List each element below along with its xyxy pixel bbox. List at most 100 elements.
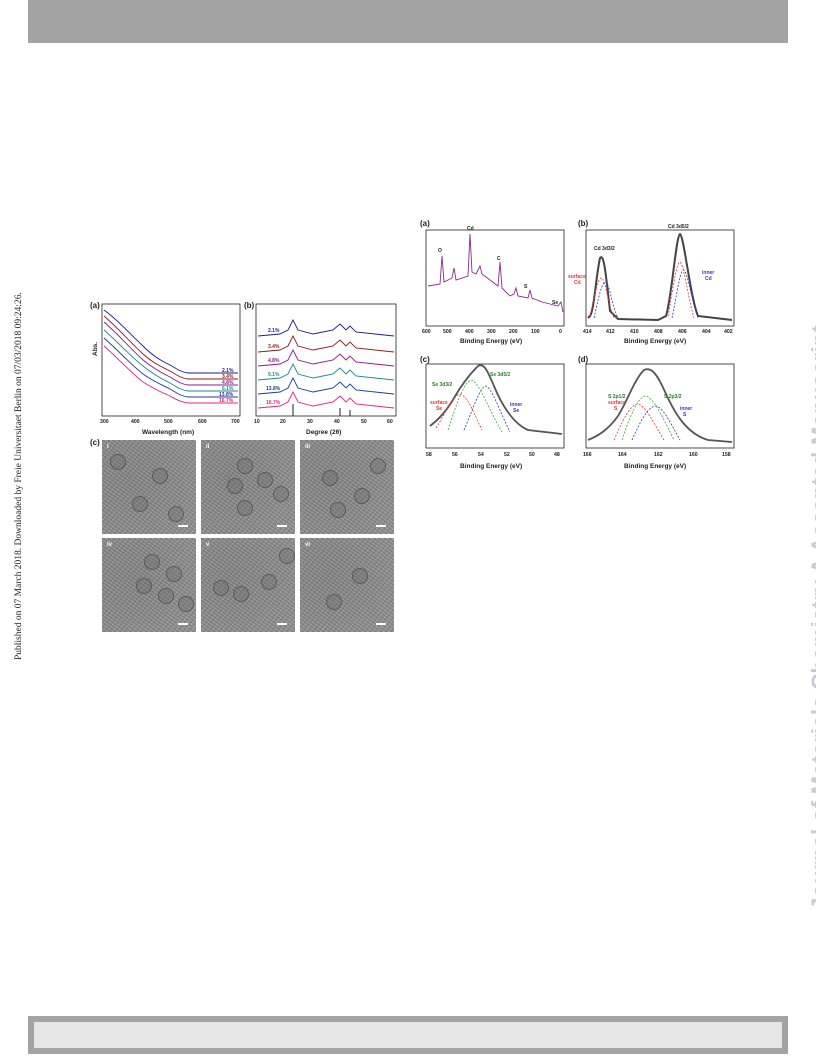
publication-notice: Published on 07 March 2018. Downloaded b… [14,292,24,660]
uv-curve-4 [103,329,238,392]
xps-a-peak-s: S [524,284,528,290]
uv-label-6: 16.7% [219,398,234,404]
xrd-curve-2 [257,334,395,353]
tem-image-grid: i ii iii iv v vi [102,440,394,632]
panel-b-xtick-4: 40 [334,419,340,425]
xps-b-xtick-5: 406 [678,329,687,335]
panel-c-label-wrap: (c) [88,436,104,448]
uv-curve-2 [103,315,238,380]
xps-b-xtick-3: 410 [630,329,639,335]
xps-b-xtick-4: 408 [654,329,663,335]
tem-image-v: v [201,538,295,632]
xps-a-xtick-1: 600 [422,329,431,335]
xrd-label-5: 13.8% [266,386,281,392]
xps-d-envelope [587,368,733,443]
xps-a-peak-se: Se [552,300,558,306]
xps-a-xtick-6: 100 [531,329,540,335]
xps-c-annot-inner-se: Se [513,408,519,414]
panel-b-xtick-3: 30 [307,419,313,425]
xps-d-xtick-2: 164 [618,452,627,458]
xps-d-xlabel: Binding Energy (eV) [624,463,686,470]
xps-b-annot-surface: surface [568,274,586,280]
panel-b-label: (b) [244,301,255,310]
xps-b-annot-inner: inner [702,270,714,276]
xps-b-xtick-1: 414 [583,329,592,335]
xps-c-annot-surface-se: Se [436,406,442,412]
header-bar [28,0,788,43]
xps-a-peak-cd: Cd [467,226,474,232]
xps-c-surface-fit [435,393,483,431]
xrd-label-4: 9.1% [268,372,280,378]
footer-bar [28,1016,788,1054]
xps-c-peak-2: Se 3d5/2 [490,372,511,378]
xrd-label-6: 16.7% [266,400,281,406]
xrd-curve-5 [257,376,395,395]
xps-c-annot-surface: surface [430,400,448,406]
xps-c-xlabel: Binding Energy (eV) [460,463,522,470]
xps-a-label: (a) [420,219,430,228]
panel-b-xlabel: Degree (2θ) [306,429,341,436]
xps-d-xtick-5: 158 [722,452,731,458]
xps-c-xtick-1: 58 [426,452,432,458]
tem-image-iv: iv [102,538,196,632]
xps-b-xtick-6: 404 [702,329,711,335]
uv-curve-6 [103,345,238,404]
xps-b-frame [585,229,735,327]
xps-c-xtick-3: 54 [478,452,484,458]
xps-a-xtick-7: 0 [559,329,562,335]
xps-b-xtick-2: 412 [606,329,615,335]
panel-b-xtick-2: 20 [280,419,286,425]
xrd-label-2: 3.4% [268,344,280,350]
uv-label-2: 3.4% [222,374,234,380]
xrd-curve-4 [257,362,395,381]
tem-label-iii: iii [305,444,311,450]
xps-a-peak-c: C [497,256,501,262]
xrd-label-3: 4.8% [268,358,280,364]
tem-label-v: v [206,542,210,548]
xps-b-label: (b) [578,219,589,228]
xps-d-annot-surface: surface [608,400,626,406]
uv-label-4: 6.1% [222,386,234,392]
xps-b-peak-1: Cd 3d3/2 [594,246,615,252]
xps-d-frame [585,363,735,449]
panel-a-frame [101,303,241,417]
xps-c-xtick-4: 52 [504,452,510,458]
xps-a-frame [425,229,565,327]
uv-curve-1 [103,309,238,374]
panel-a-ylabel: Abs. [92,342,99,356]
xps-c-inner-fit [463,385,511,433]
xps-b-annot-surface-cd: Cd [574,280,581,286]
xrd-curves [257,318,395,409]
xps-c-xtick-5: 50 [529,452,535,458]
panel-b-xtick-6: 60 [387,419,393,425]
uv-label-1: 2.1% [222,368,234,374]
xps-b-inner-fit-1 [593,281,619,319]
uv-curve-5 [103,337,238,398]
panel-a-xtick-4: 600 [198,419,207,425]
xps-b-annot-inner-cd: Cd [705,276,712,282]
uv-curve-3 [103,321,238,386]
tem-image-iii: iii [300,440,394,534]
tem-label-ii: ii [206,444,210,450]
xps-c-annot-inner: inner [510,402,522,408]
xps-d-label: (d) [578,355,589,364]
journal-watermark: Journal of Materials Chemistry A Accepte… [807,324,816,910]
panel-a-xtick-3: 500 [164,419,173,425]
panel-a-xtick-5: 700 [231,419,240,425]
xps-c-frame [425,363,565,449]
xps-a-survey-curve [427,233,564,313]
left-figure-plots: (a) Abs. 2.1% 3.4% 4.8% 6.1% 13.8% 16.7%… [88,298,404,438]
xps-a-xtick-5: 200 [509,329,518,335]
panel-b-frame [255,303,397,417]
panel-a-xtick-2: 400 [131,419,140,425]
xps-d-annot-inner-s: S [683,412,687,418]
xps-d-peak-2: S 2p3/2 [664,394,682,400]
xps-d-annot-inner: inner [680,406,692,412]
xps-c-label: (c) [420,355,430,364]
xrd-curve-1 [257,318,395,337]
xps-b-xtick-7: 402 [724,329,733,335]
xps-a-xlabel: Binding Energy (eV) [460,338,522,345]
right-figure-xps: (a) O Cd C S Se 600 500 400 300 200 100 … [418,216,738,478]
xps-b-inner-fit-2 [671,269,699,319]
uv-label-3: 4.8% [222,380,234,386]
